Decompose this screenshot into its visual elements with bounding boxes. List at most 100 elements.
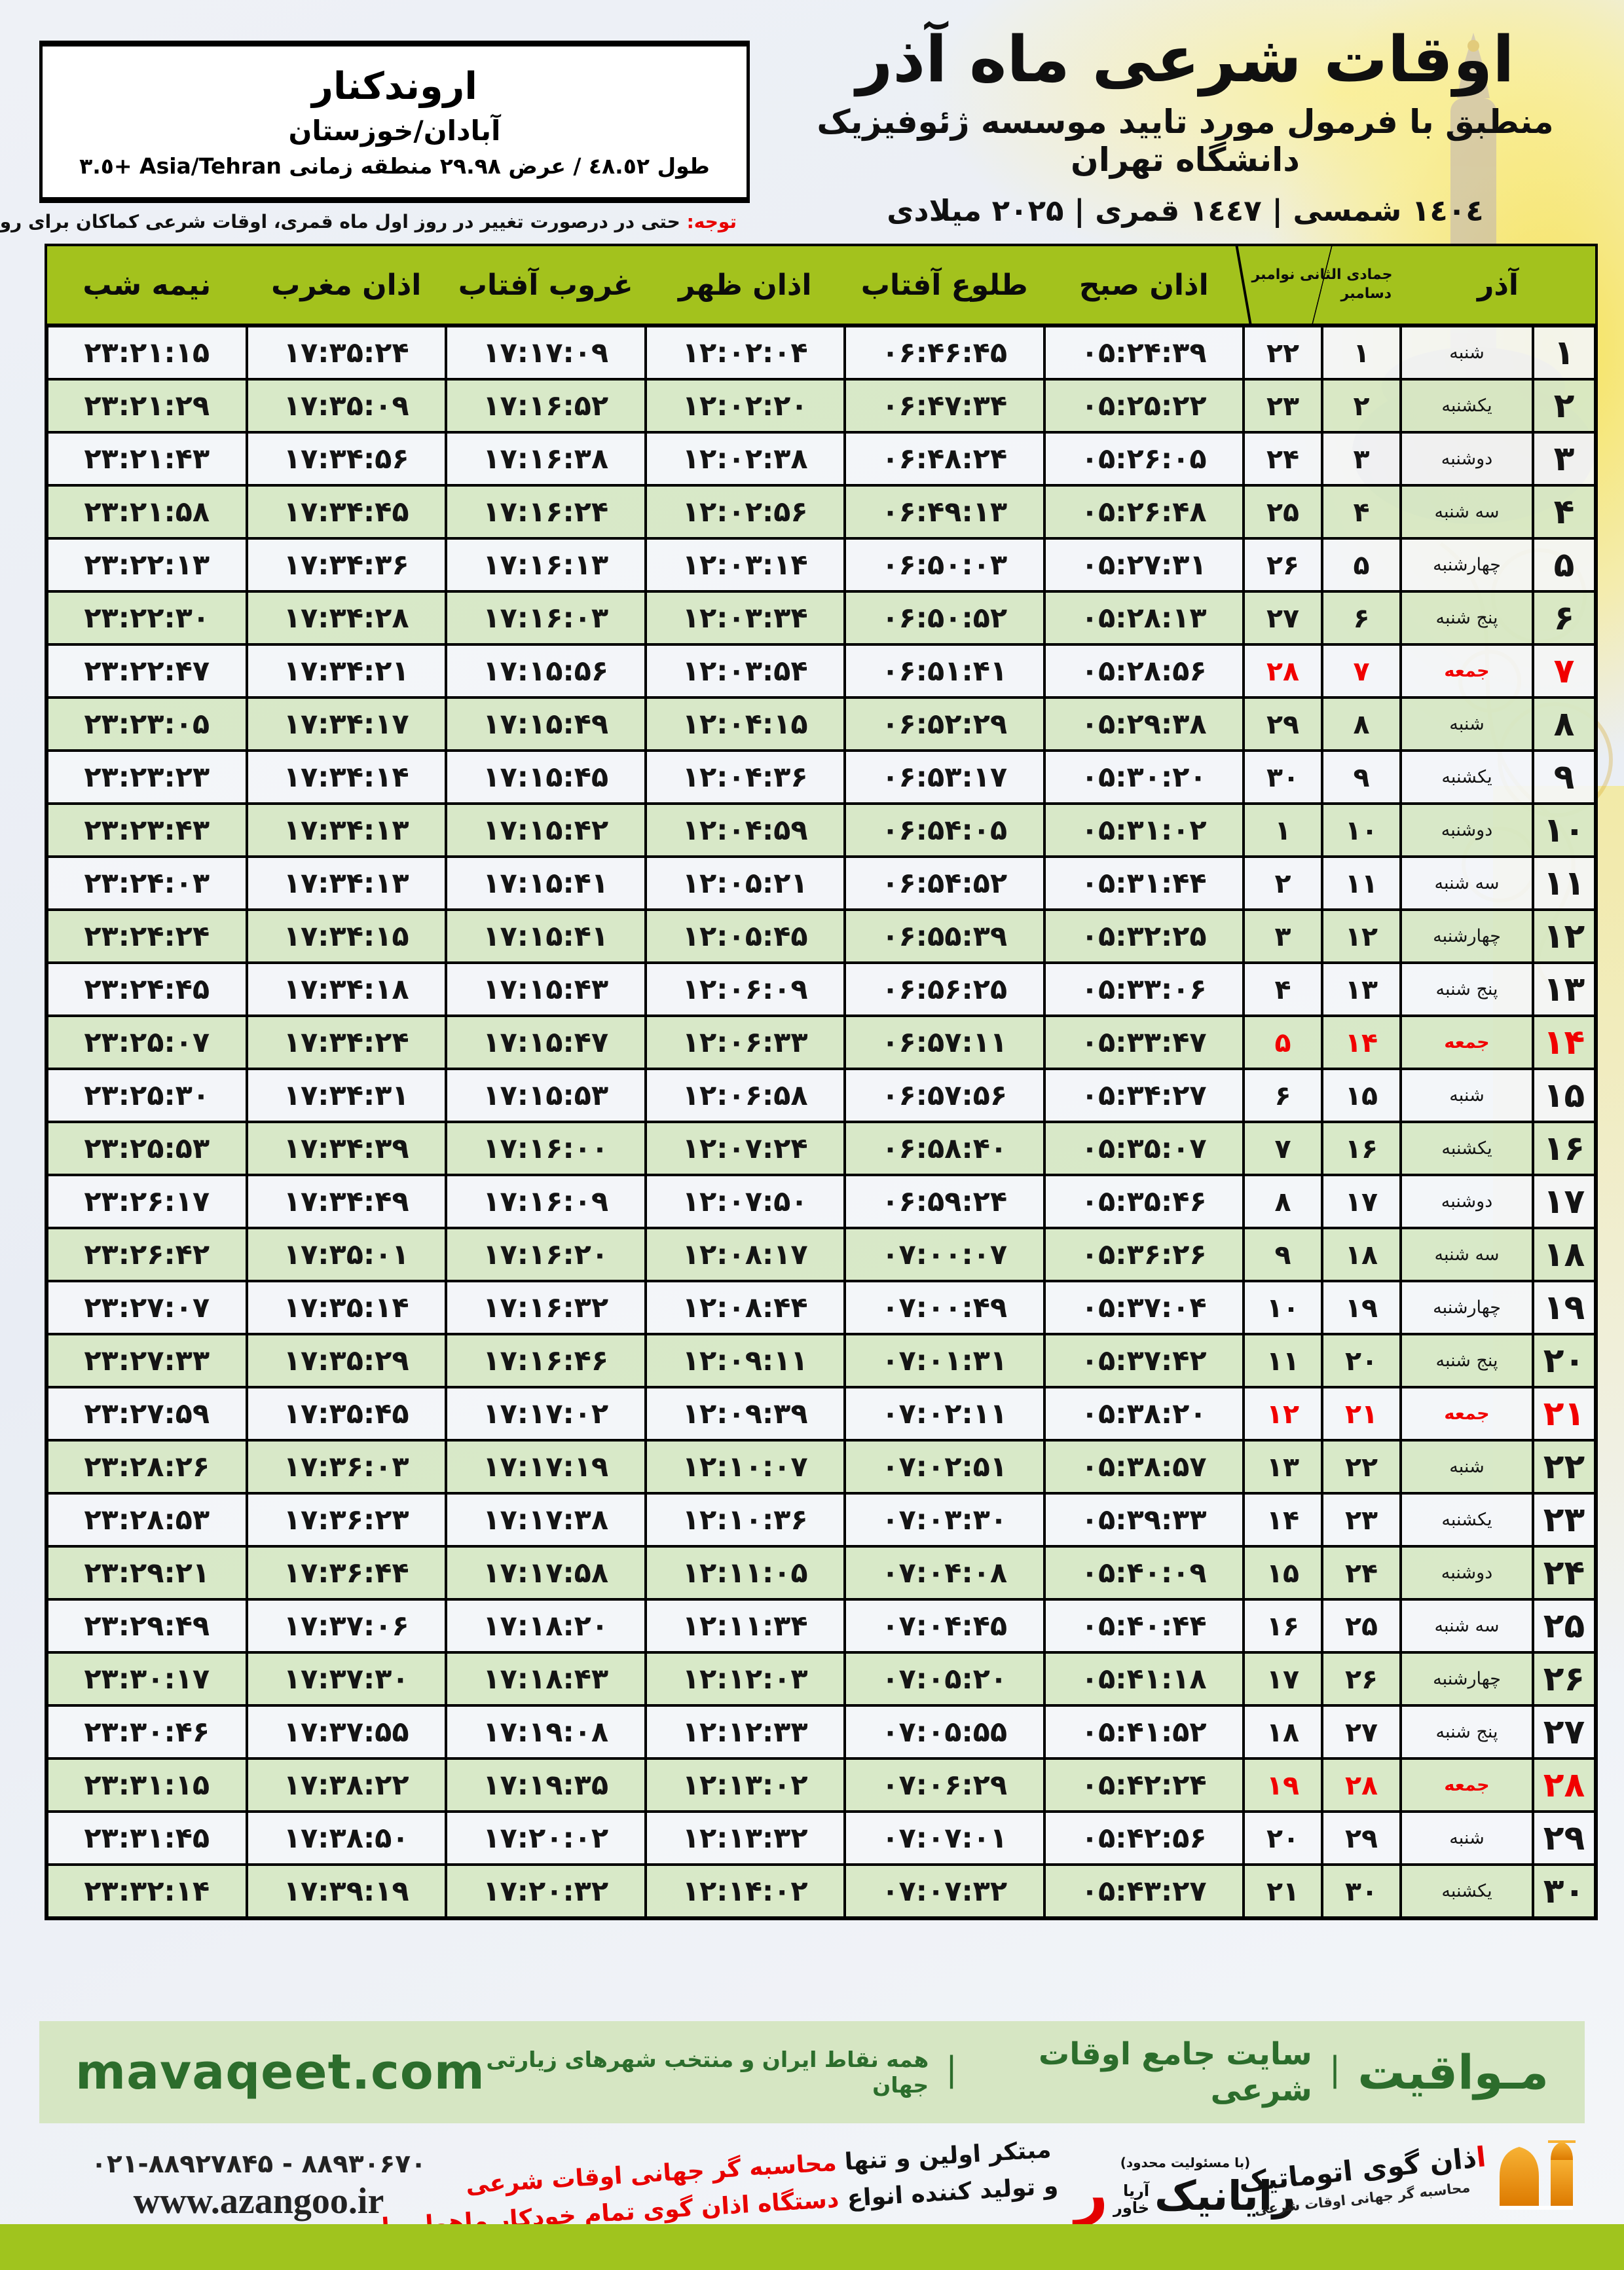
sunrise-cell: ۰۷:۰۶:۲۹ (845, 1758, 1044, 1812)
gregorian-day-cell: ۳۰ (1244, 751, 1322, 804)
fajr-azan-cell: ۰۵:۳۴:۲۷ (1044, 1069, 1244, 1122)
azar-day-cell: ۱۳ (1533, 963, 1595, 1016)
lunar-day-cell: ۲۸ (1322, 1758, 1401, 1812)
midnight-cell: ۲۳:۲۵:۵۳ (47, 1122, 247, 1175)
midnight-cell: ۲۳:۲۴:۲۴ (47, 910, 247, 963)
weekday-cell: شنبه (1401, 1440, 1533, 1493)
maghrib-azan-cell: ۱۷:۳۵:۱۴ (246, 1281, 446, 1334)
sunrise-cell: ۰۷:۰۲:۵۱ (845, 1440, 1044, 1493)
column-header-fajr-azan: اذان صبح (1079, 268, 1209, 302)
midnight-cell: ۲۳:۲۴:۰۳ (47, 857, 247, 910)
gregorian-day-cell: ۲۴ (1244, 432, 1322, 485)
prayer-times-table: آذر جمادی الثانی نوامبر دسامبر اذان صبح … (45, 244, 1598, 1920)
lunar-day-cell: ۱۵ (1322, 1069, 1401, 1122)
midnight-cell: ۲۳:۳۱:۱۵ (47, 1758, 247, 1812)
maghrib-azan-cell: ۱۷:۳۴:۴۵ (246, 485, 446, 538)
contact-block: ۰۲۱-۸۸۹۲۷۸۴۵ - ۸۸۹۳۰۶۷۰ www.azangoo.ir (62, 2149, 455, 2222)
maghrib-azan-cell: ۱۷:۳۴:۲۱ (246, 644, 446, 698)
dhuhr-azan-cell: ۱۲:۰۸:۴۴ (645, 1281, 845, 1334)
weekday-cell: سه شنبه (1401, 485, 1533, 538)
dhuhr-azan-cell: ۱۲:۱۰:۳۶ (645, 1493, 845, 1546)
dhuhr-azan-cell: ۱۲:۰۶:۳۳ (645, 1016, 845, 1069)
table-row: ۸ شنبه ۸ ۲۹ ۰۵:۲۹:۳۸ ۰۶:۵۲:۲۹ ۱۲:۰۴:۱۵ ۱… (47, 698, 1595, 751)
azar-day-cell: ۲ (1533, 379, 1595, 432)
azar-day-cell: ۴ (1533, 485, 1595, 538)
gregorian-day-cell: ۴ (1244, 963, 1322, 1016)
sunset-cell: ۱۷:۱۶:۳۲ (446, 1281, 646, 1334)
fajr-azan-cell: ۰۵:۳۷:۰۴ (1044, 1281, 1244, 1334)
rayanik-name: رایانیک (1154, 2172, 1296, 2220)
weekday-cell: پنج شنبه (1401, 1334, 1533, 1387)
maghrib-azan-cell: ۱۷:۳۶:۴۴ (246, 1546, 446, 1599)
gregorian-day-cell: ۱۳ (1244, 1440, 1322, 1493)
dhuhr-azan-cell: ۱۲:۰۶:۰۹ (645, 963, 845, 1016)
location-box: اروندکنار آبادان/خوزستان طول ٤٨.٥٢ / عرض… (39, 41, 750, 203)
azar-day-cell: ۸ (1533, 698, 1595, 751)
fajr-azan-cell: ۰۵:۳۶:۲۶ (1044, 1228, 1244, 1281)
fajr-azan-cell: ۰۵:۴۱:۵۲ (1044, 1705, 1244, 1758)
rayanik-red-letter-icon: ر (1075, 2159, 1109, 2227)
fajr-azan-cell: ۰۵:۲۷:۳۱ (1044, 538, 1244, 591)
lunar-day-cell: ۲۴ (1322, 1546, 1401, 1599)
gregorian-day-cell: ۱۵ (1244, 1546, 1322, 1599)
midnight-cell: ۲۳:۲۳:۴۳ (47, 804, 247, 857)
weekday-cell: چهارشنبه (1401, 1652, 1533, 1705)
fajr-azan-cell: ۰۵:۳۳:۰۶ (1044, 963, 1244, 1016)
lunar-day-cell: ۳ (1322, 432, 1401, 485)
lunar-day-cell: ۲۱ (1322, 1387, 1401, 1440)
table-row: ۲ یکشنبه ۲ ۲۳ ۰۵:۲۵:۲۲ ۰۶:۴۷:۳۴ ۱۲:۰۲:۲۰… (47, 379, 1595, 432)
dhuhr-azan-cell: ۱۲:۱۲:۳۳ (645, 1705, 845, 1758)
fajr-azan-cell: ۰۵:۳۵:۰۷ (1044, 1122, 1244, 1175)
sunset-cell: ۱۷:۱۷:۵۸ (446, 1546, 646, 1599)
fajr-azan-cell: ۰۵:۴۲:۲۴ (1044, 1758, 1244, 1812)
azar-day-cell: ۲۲ (1533, 1440, 1595, 1493)
azar-day-cell: ۱۴ (1533, 1016, 1595, 1069)
weekday-cell: شنبه (1401, 1069, 1533, 1122)
azar-day-cell: ۶ (1533, 591, 1595, 644)
sunrise-cell: ۰۶:۵۴:۰۵ (845, 804, 1044, 857)
gregorian-day-cell: ۲۰ (1244, 1812, 1322, 1865)
maghrib-azan-cell: ۱۷:۳۵:۲۹ (246, 1334, 446, 1387)
dhuhr-azan-cell: ۱۲:۰۲:۲۰ (645, 379, 845, 432)
gregorian-day-cell: ۱۶ (1244, 1599, 1322, 1652)
midnight-cell: ۲۳:۳۰:۱۷ (47, 1652, 247, 1705)
mavaqeet-desc2: همه نقاط ایران و منتخب شهرهای زیارتی جها… (486, 2047, 929, 2098)
table-row: ۵ چهارشنبه ۵ ۲۶ ۰۵:۲۷:۳۱ ۰۶:۵۰:۰۳ ۱۲:۰۳:… (47, 538, 1595, 591)
header: اوقات شرعی ماه آذر منطبق با فرمول مورد ت… (805, 20, 1565, 228)
gregorian-day-cell: ۲۷ (1244, 591, 1322, 644)
table-row: ۲۵ سه شنبه ۲۵ ۱۶ ۰۵:۴۰:۴۴ ۰۷:۰۴:۴۵ ۱۲:۱۱… (47, 1599, 1595, 1652)
gregorian-day-cell: ۲۱ (1244, 1865, 1322, 1918)
maghrib-azan-cell: ۱۷:۳۴:۳۱ (246, 1069, 446, 1122)
fajr-azan-cell: ۰۵:۲۹:۳۸ (1044, 698, 1244, 751)
weekday-cell: چهارشنبه (1401, 538, 1533, 591)
maghrib-azan-cell: ۱۷:۳۷:۰۶ (246, 1599, 446, 1652)
gregorian-day-cell: ۲۲ (1244, 326, 1322, 379)
table-row: ۱۸ سه شنبه ۱۸ ۹ ۰۵:۳۶:۲۶ ۰۷:۰۰:۰۷ ۱۲:۰۸:… (47, 1228, 1595, 1281)
gregorian-day-cell: ۸ (1244, 1175, 1322, 1228)
sunrise-cell: ۰۷:۰۵:۲۰ (845, 1652, 1044, 1705)
maghrib-azan-cell: ۱۷:۳۴:۱۳ (246, 804, 446, 857)
sunset-cell: ۱۷:۲۰:۰۲ (446, 1812, 646, 1865)
weekday-cell: شنبه (1401, 1812, 1533, 1865)
dhuhr-azan-cell: ۱۲:۰۵:۲۱ (645, 857, 845, 910)
sunset-cell: ۱۷:۱۶:۱۳ (446, 538, 646, 591)
sunset-cell: ۱۷:۱۶:۰۳ (446, 591, 646, 644)
midnight-cell: ۲۳:۲۸:۵۳ (47, 1493, 247, 1546)
gregorian-day-cell: ۳ (1244, 910, 1322, 963)
sunrise-cell: ۰۷:۰۳:۳۰ (845, 1493, 1044, 1546)
sunset-cell: ۱۷:۱۵:۵۳ (446, 1069, 646, 1122)
column-header-dates: جمادی الثانی نوامبر دسامبر (1235, 246, 1401, 324)
azar-day-cell: ۵ (1533, 538, 1595, 591)
maghrib-azan-cell: ۱۷:۳۹:۱۹ (246, 1865, 446, 1918)
azar-day-cell: ۲۹ (1533, 1812, 1595, 1865)
sunrise-cell: ۰۶:۴۶:۴۵ (845, 326, 1044, 379)
weekday-cell: جمعه (1401, 1758, 1533, 1812)
table-row: ۱۲ چهارشنبه ۱۲ ۳ ۰۵:۳۲:۲۵ ۰۶:۵۵:۳۹ ۱۲:۰۵… (47, 910, 1595, 963)
dhuhr-azan-cell: ۱۲:۰۶:۵۸ (645, 1069, 845, 1122)
maghrib-azan-cell: ۱۷:۳۴:۲۸ (246, 591, 446, 644)
maghrib-azan-cell: ۱۷:۳۴:۳۶ (246, 538, 446, 591)
azar-day-cell: ۱۲ (1533, 910, 1595, 963)
maghrib-azan-cell: ۱۷:۳۷:۳۰ (246, 1652, 446, 1705)
sunset-cell: ۱۷:۱۵:۵۶ (446, 644, 646, 698)
midnight-cell: ۲۳:۳۱:۴۵ (47, 1812, 247, 1865)
